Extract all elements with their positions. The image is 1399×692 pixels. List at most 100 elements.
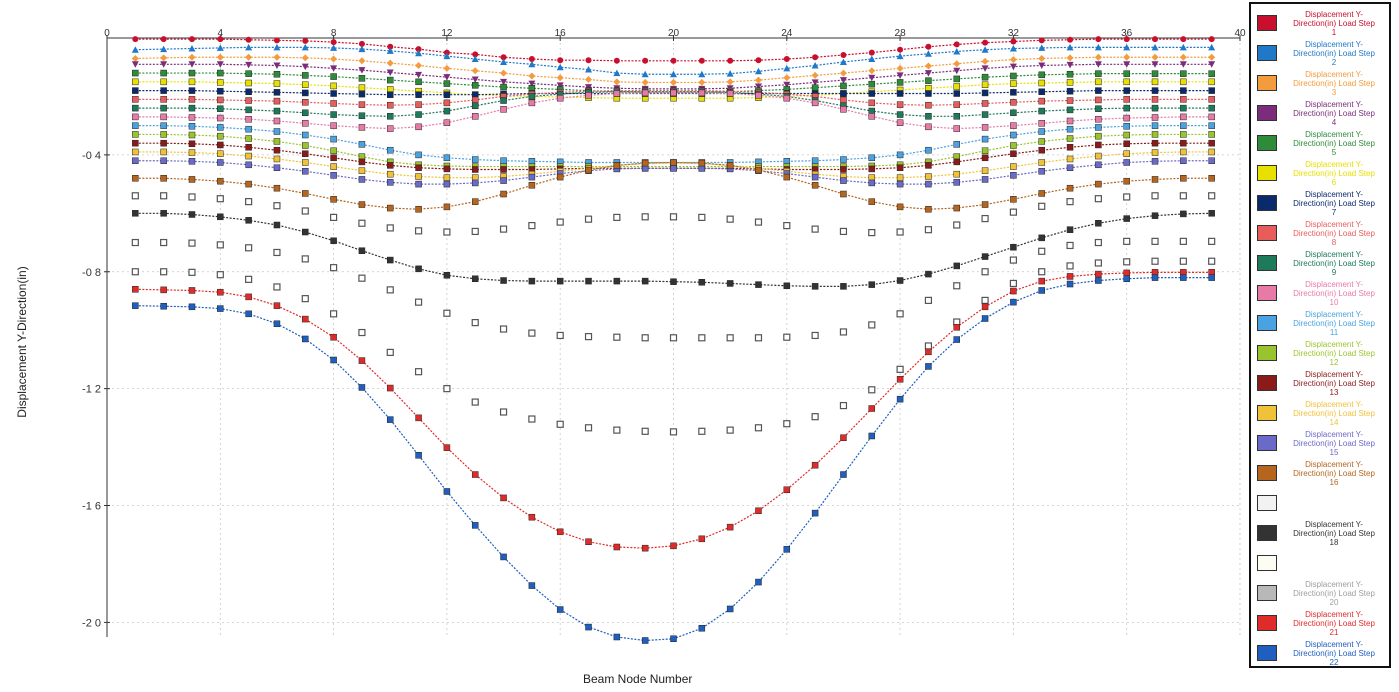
- data-point: [783, 221, 791, 230]
- legend-swatch: [1257, 495, 1277, 511]
- data-point: [500, 166, 507, 173]
- legend-swatch: [1257, 45, 1277, 61]
- data-point: [217, 177, 224, 185]
- data-point: [245, 135, 252, 142]
- data-point: [471, 471, 479, 478]
- data-point: [754, 83, 762, 91]
- data-point: [896, 395, 904, 403]
- data-point: [500, 277, 507, 284]
- data-point: [500, 97, 507, 104]
- data-point: [840, 90, 847, 97]
- data-point: [160, 268, 168, 276]
- data-point: [839, 328, 848, 336]
- data-point: [811, 225, 819, 233]
- data-point: [896, 376, 904, 383]
- data-point: [415, 101, 422, 108]
- data-point: [1038, 159, 1045, 166]
- data-point: [1038, 71, 1045, 79]
- data-point: [755, 578, 762, 586]
- data-point: [132, 113, 139, 121]
- data-point: [868, 99, 876, 107]
- data-point: [811, 283, 819, 290]
- data-point: [301, 63, 309, 71]
- data-point: [386, 224, 394, 232]
- data-point: [1038, 44, 1046, 51]
- data-point: [443, 165, 451, 173]
- data-point: [1038, 79, 1045, 87]
- data-point: [302, 81, 309, 89]
- data-point: [1208, 237, 1216, 245]
- data-point: [245, 43, 253, 51]
- legend-item: Displacement Y- Direction(in) Load Step 1: [1251, 8, 1389, 38]
- data-point: [188, 239, 196, 247]
- data-point: [386, 59, 394, 67]
- data-point: [613, 90, 621, 97]
- data-point: [1095, 152, 1102, 160]
- data-point: [301, 54, 309, 62]
- x-tick-label: 36: [1121, 28, 1133, 39]
- data-point: [925, 101, 932, 109]
- data-point: [925, 43, 932, 50]
- data-point: [1095, 277, 1102, 284]
- data-point: [1208, 61, 1216, 68]
- data-point: [1123, 275, 1130, 283]
- data-point: [330, 154, 337, 162]
- data-point: [216, 271, 224, 279]
- data-point: [754, 334, 763, 342]
- data-point: [584, 333, 593, 341]
- data-point: [1010, 172, 1017, 179]
- data-point: [1123, 159, 1130, 166]
- data-point: [132, 96, 139, 103]
- data-point: [302, 167, 309, 175]
- data-point: [415, 78, 422, 86]
- data-point: [500, 157, 507, 164]
- data-point: [217, 159, 224, 166]
- legend-swatch: [1257, 255, 1277, 271]
- data-point: [245, 310, 252, 318]
- series-21: [132, 269, 1215, 552]
- data-point: [443, 228, 451, 236]
- data-point: [302, 190, 309, 197]
- data-point: [415, 111, 422, 118]
- data-point: [528, 60, 536, 68]
- data-point: [1095, 124, 1102, 131]
- series-line: [135, 92, 1212, 130]
- data-point: [443, 52, 451, 60]
- data-point: [188, 78, 196, 86]
- data-point: [669, 213, 678, 221]
- data-point: [897, 46, 904, 53]
- data-point: [953, 324, 960, 331]
- data-point: [556, 94, 564, 102]
- legend-swatch: [1257, 555, 1277, 571]
- data-point: [1038, 247, 1046, 255]
- data-point: [216, 53, 224, 61]
- legend-label: Displacement Y- Direction(in) Load Step 21: [1293, 610, 1375, 637]
- data-point: [1208, 175, 1215, 182]
- data-point: [585, 66, 593, 73]
- data-point: [330, 44, 338, 51]
- data-point: [387, 125, 394, 132]
- data-point: [585, 92, 592, 99]
- data-point: [472, 51, 479, 58]
- y-tick-label: -2 0: [82, 617, 101, 629]
- data-point: [302, 335, 309, 343]
- data-point: [556, 528, 564, 536]
- data-point: [1123, 150, 1130, 157]
- data-point: [358, 219, 366, 227]
- x-tick-label: 0: [104, 28, 110, 39]
- legend-label: Displacement Y- Direction(in) Load Step 11: [1293, 310, 1375, 337]
- data-point: [358, 40, 365, 47]
- data-point: [528, 182, 536, 189]
- data-point: [868, 229, 876, 237]
- data-point: [556, 331, 564, 340]
- data-point: [754, 424, 763, 432]
- data-point: [160, 157, 167, 164]
- data-point: [528, 221, 536, 230]
- data-point: [981, 214, 989, 223]
- data-point: [896, 203, 904, 211]
- data-point: [217, 150, 224, 157]
- data-point: [443, 180, 451, 188]
- data-point: [443, 154, 451, 162]
- data-point: [131, 54, 139, 62]
- legend-label: Displacement Y- Direction(in) Load Step 2: [1293, 40, 1375, 67]
